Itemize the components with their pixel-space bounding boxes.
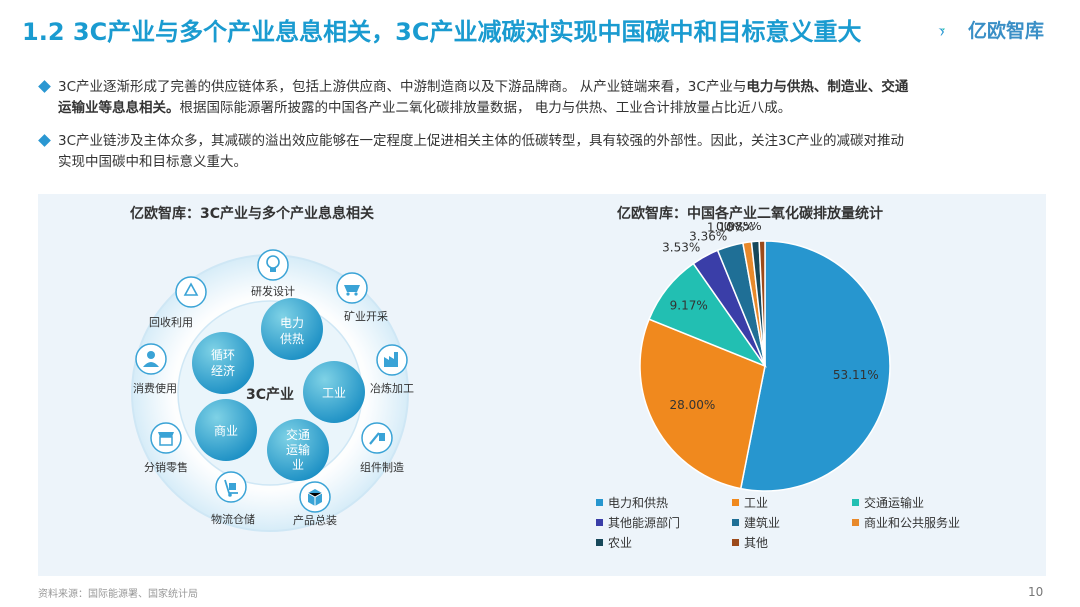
legend-swatch bbox=[732, 519, 739, 526]
recycle-icon bbox=[183, 282, 199, 296]
pie-data-label: 0.98% bbox=[716, 222, 754, 233]
outer-node-smelting: 冶炼加工 bbox=[370, 344, 414, 395]
bullet-1-line2-bold: 运输业等息息相关。 bbox=[58, 100, 180, 116]
logo-icon bbox=[938, 28, 945, 36]
factory-icon bbox=[384, 352, 398, 367]
bullet-1-line1-bold: 电力与供热、制造业、交通 bbox=[746, 79, 909, 95]
pie-data-label: 3.53% bbox=[662, 241, 700, 255]
pie-slice bbox=[758, 240, 766, 367]
outer-node-recycle: 回收利用 bbox=[149, 276, 207, 329]
bullet-1-line2: 根据国际能源署所披露的中国各产业二氧化碳排放量数据， 电力与供热、工业合计排放量… bbox=[179, 100, 792, 116]
legend-swatch bbox=[596, 539, 603, 546]
bullet-2-line2: 实现中国碳中和目标意义重大。 bbox=[58, 154, 247, 170]
pie-data-label: 3.36% bbox=[689, 229, 727, 243]
inner-label: 交通 bbox=[286, 427, 310, 442]
inner-node-industry: 工业 bbox=[303, 361, 365, 423]
inner-label: 循环 bbox=[211, 348, 235, 362]
legend-swatch bbox=[732, 539, 739, 546]
outer-label: 矿业开采 bbox=[344, 310, 388, 323]
legend-label: 商业和公共服务业 bbox=[864, 515, 960, 530]
outer-label: 消费使用 bbox=[133, 381, 177, 395]
legend-label: 其他能源部门 bbox=[608, 515, 680, 530]
pie-chart: 53.11% 28.00% 9.17% 3.53%3.36%1.10%0.98%0.7… bbox=[596, 222, 960, 550]
pie-data-label: 1.10% bbox=[707, 222, 745, 234]
pie-data-label: 0.75% bbox=[724, 222, 762, 233]
legend-label: 交通运输业 bbox=[864, 495, 924, 510]
outer-node-consumer: 消费使用 bbox=[133, 343, 177, 395]
hand-truck-icon bbox=[224, 479, 238, 497]
outer-node-rnd: 研发设计 bbox=[251, 249, 295, 298]
inner-label: 工业 bbox=[322, 386, 346, 400]
outer-node-mining: 矿业开采 bbox=[336, 272, 388, 323]
page-title: 1.2 3C产业与多个产业息息相关，3C产业减碳对实现中国碳中和目标意义重大 bbox=[22, 18, 862, 46]
inner-label: 供热 bbox=[280, 332, 304, 346]
outer-label: 组件制造 bbox=[360, 460, 404, 474]
outer-label: 物流仓储 bbox=[211, 512, 255, 526]
page-number: 10 bbox=[1028, 585, 1044, 599]
user-icon bbox=[143, 351, 159, 367]
legend-label: 其他 bbox=[744, 536, 768, 550]
outer-node-components: 组件制造 bbox=[360, 422, 404, 474]
legend-swatch bbox=[596, 499, 603, 506]
outer-label: 研发设计 bbox=[251, 284, 295, 298]
store-icon bbox=[158, 432, 174, 446]
box-icon bbox=[307, 489, 323, 506]
inner-label: 经济 bbox=[211, 363, 235, 378]
legend-label: 电力和供热 bbox=[608, 496, 668, 510]
outer-label: 冶炼加工 bbox=[370, 381, 414, 395]
outer-node-assembly: 产品总装 bbox=[293, 481, 337, 527]
tools-icon bbox=[369, 432, 385, 445]
logo-text: 亿欧智库 bbox=[968, 20, 1045, 42]
pie-data-label: 28.00% bbox=[670, 398, 716, 412]
bullet-2-line1: 3C产业链涉及主体众多，其减碳的溢出效应能够在一定程度上促进相关主体的低碳转型，… bbox=[58, 133, 905, 149]
lightbulb-icon bbox=[266, 255, 280, 272]
source-note: 资料来源：国际能源署、国家统计局 bbox=[38, 589, 198, 600]
diamond-bullet-icon bbox=[38, 80, 51, 93]
center-label: 3C产业 bbox=[246, 386, 294, 403]
industry-diagram: 3C产业 电力 供热 工业 交通 运输 业 商业 循环 经济 研发设计 bbox=[131, 249, 414, 532]
outer-node-logistics: 物流仓储 bbox=[211, 471, 255, 526]
inner-label: 电力 bbox=[280, 316, 304, 330]
inner-node-commerce: 商业 bbox=[195, 399, 257, 461]
pie-slice bbox=[739, 240, 891, 492]
pie-data-label: 53.11% bbox=[833, 368, 879, 382]
inner-label: 商业 bbox=[214, 423, 238, 438]
bullet-1-line1: 3C产业逐渐形成了完善的供应链体系，包括上游供应商、中游制造商以及下游品牌商。 … bbox=[58, 79, 747, 95]
legend-label: 农业 bbox=[608, 536, 632, 550]
inner-node-circular: 循环 经济 bbox=[192, 332, 254, 394]
legend-swatch bbox=[596, 519, 603, 526]
outer-node-retail: 分销零售 bbox=[144, 422, 188, 474]
chart-title: 亿欧智库：中国各产业二氧化碳排放量统计 bbox=[617, 206, 883, 222]
outer-label: 回收利用 bbox=[149, 315, 193, 329]
mine-cart-icon bbox=[344, 285, 360, 296]
inner-node-power: 电力 供热 bbox=[261, 298, 323, 360]
legend-label: 建筑业 bbox=[744, 515, 780, 530]
legend-swatch bbox=[852, 499, 859, 506]
diagram-title: 亿欧智库：3C产业与多个产业息息相关 bbox=[130, 206, 375, 222]
legend-swatch bbox=[732, 499, 739, 506]
legend-swatch bbox=[852, 519, 859, 526]
diamond-bullet-icon bbox=[38, 134, 51, 147]
outer-label: 分销零售 bbox=[144, 460, 188, 474]
pie-slice bbox=[639, 318, 766, 490]
legend-label: 工业 bbox=[744, 496, 768, 510]
outer-label: 产品总装 bbox=[293, 513, 337, 527]
inner-label: 业 bbox=[292, 458, 304, 472]
pie-data-label: 9.17% bbox=[670, 298, 708, 312]
inner-node-transport: 交通 运输 业 bbox=[267, 419, 329, 481]
inner-label: 运输 bbox=[286, 442, 310, 457]
